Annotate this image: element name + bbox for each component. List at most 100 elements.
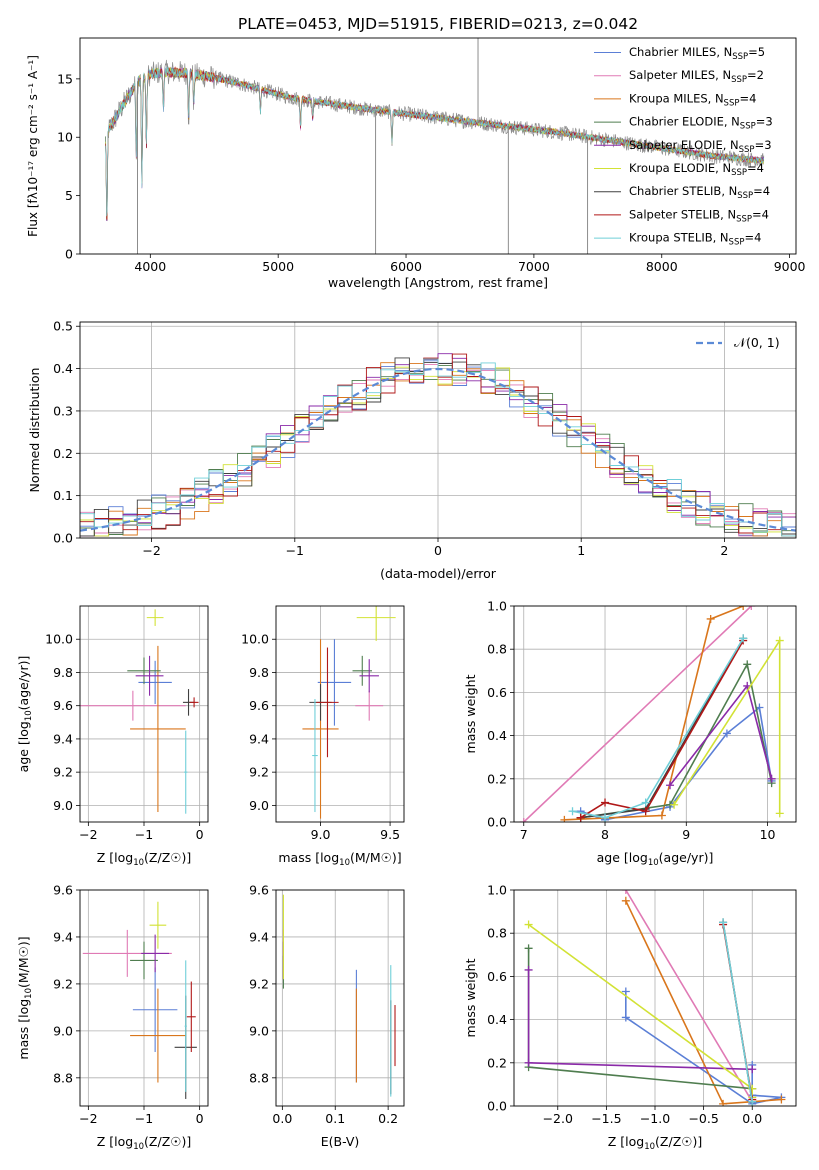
y-tick-label: 9.6 [53,883,73,898]
weight-marker-kroupa_stelib [568,807,577,816]
x-tick-label: −0.5 [688,1111,718,1126]
y-tick-label: 9.2 [249,765,269,780]
x-tick-label: 10 [760,827,776,842]
y-tick-label: 9.0 [249,798,269,813]
weight-marker-kroupa_miles [739,606,748,610]
y-tick-label: 9.2 [249,976,269,991]
legend-entry-salpeter_miles: Salpeter MILES, NSSP=2 [629,68,764,85]
weight-marker-kroupa_elodie [775,809,784,818]
y-tick-label: 0.0 [487,815,507,830]
y-tick-label: 9.4 [53,929,73,944]
x-axis-label-main: mass [log [278,850,339,865]
y-tick-label: 5 [65,188,73,203]
weight-marker-salpeter_miles [519,818,528,822]
legend-entry-chabrier_miles: Chabrier MILES, NSSP=5 [629,45,765,62]
weight-marker-salpeter_stelib [601,798,610,807]
x-tick-label: 2 [720,543,728,558]
legend-entry-kroupa_elodie-sub: SSP [731,168,747,178]
y-tick-label: 0.4 [487,1012,507,1027]
legend-entry-salpeter_miles-tail: =2 [747,68,764,82]
x-axis-label-sub: 10 [133,858,144,868]
plot-area [105,38,765,254]
weight-marker-kroupa_stelib [719,918,728,927]
weight-marker-salpeter_miles [621,890,630,894]
y-tick-label: 9.6 [53,698,73,713]
y-axis-label: age [log10(age/yr)] [16,656,34,773]
weight-marker-kroupa_miles [657,811,666,820]
y-axis-label: Normed distribution [27,368,42,493]
y-axis-label-main: age [log [16,721,31,772]
mass-vs-metallicity-panel: −2 −1 08.89.09.29.49.6Z [log10(Z/Z☉)]mass … [16,883,209,1152]
weight-line-kroupa_miles [625,900,782,1105]
weight-line-kroupa_elodie [528,923,754,1098]
legend-entry-salpeter_elodie-tail: =3 [755,138,772,152]
x-axis-label-main: Z [log [97,1134,133,1149]
residuals-panel: −2 −1 0 1 2 0.0 0.1 0.2 0.3 0.4 0.5 𝒩(0, 1) (data-mo… [27,319,797,581]
x-axis-label-main: Z [log [97,850,133,865]
y-tick-label: 1.0 [487,883,507,898]
weight-marker-kroupa_elodie [670,800,679,809]
x-tick-label: −1 [135,1111,153,1126]
legend-entry-kroupa_elodie: Kroupa ELODIE, NSSP=4 [629,161,764,178]
plot-area [302,606,396,819]
y-tick-label: 9.2 [53,976,73,991]
y-tick-label: 0.0 [53,531,73,546]
y-tick-label: 9.8 [53,665,73,680]
x-axis-label: (data-model)/error [380,566,497,581]
plot-area [282,894,396,1097]
weight-marker-kroupa_stelib [641,798,650,807]
x-axis-label-tail: (age/yr)] [659,850,714,865]
legend-entry-salpeter_miles-main: Salpeter MILES, N [629,68,731,82]
legend-entry-salpeter_stelib-tail: =4 [752,207,769,221]
weight-marker-salpeter_stelib [576,813,585,822]
y-tick-label: 0.5 [53,319,73,334]
x-axis-label: Z [log10(Z/Z☉)] [97,850,191,868]
axes-frame [79,889,209,1107]
axes-frame [275,889,405,1107]
x-tick-label: −2 [142,543,160,558]
weight-marker-salpeter_elodie [666,781,675,790]
x-tick-label: 9.5 [380,827,400,842]
y-tick-label: 0.1 [53,488,73,503]
axes-frame [513,605,797,823]
weight-line-kroupa_stelib [722,922,753,1102]
weight-line-kroupa_stelib [572,637,744,819]
weight-marker-kroupa_miles [706,614,715,623]
plot-area [82,901,197,1099]
x-tick-label: 0 [196,1111,204,1126]
weight-marker-chabrier_miles [621,1013,630,1022]
legend-entry-salpeter_elodie: Salpeter ELODIE, NSSP=3 [629,138,772,155]
y-tick-label: 9.0 [53,1023,73,1038]
x-tick-label: 7000 [518,259,550,274]
x-tick-label: 4000 [134,259,166,274]
axes-frame [513,889,797,1107]
y-axis-label-tail: (age/yr)] [16,656,31,711]
legend-entry-kroupa_stelib-tail: =4 [744,231,761,245]
y-tick-label: 0.4 [487,728,507,743]
legend-entry-chabrier_elodie: Chabrier ELODIE, NSSP=3 [629,115,773,132]
y-axis-label: mass weight [463,674,478,753]
y-tick-label: 8.8 [249,1070,269,1085]
age-vs-metallicity-panel: −2 −1 09.09.29.49.69.810.0Z [log10(Z/Z☉)]a… [16,605,209,868]
weight-marker-chabrier_elodie [524,944,533,953]
legend-entry-kroupa_elodie-main: Kroupa ELODIE, N [629,161,731,175]
spectrum-panel: 4000 5000 6000 7000 8000 9000 0 5 10 15 wavelength… [26,37,806,290]
histogram-kroupa_stelib [80,358,796,537]
legend-entry-kroupa_stelib-main: Kroupa STELIB, N [629,231,729,245]
axes-frame [79,37,797,255]
x-tick-label: −1.5 [591,1111,621,1126]
x-tick-label: −2.0 [543,1111,573,1126]
legend-entry-chabrier_stelib-tail: =4 [753,184,770,198]
y-tick-label: 10.0 [45,632,73,647]
weight-marker-salpeter_miles [747,606,756,610]
x-axis-label: E(B-V) [321,1134,360,1149]
weight-marker-kroupa_miles [560,815,569,822]
x-tick-label: 0 [196,827,204,842]
legend-entry-chabrier_miles-tail: =5 [748,45,765,59]
plot-area [524,890,786,1106]
y-tick-label: 9.4 [53,731,73,746]
axes-frame [275,605,405,823]
y-axis-label: mass weight [463,958,478,1037]
x-tick-label: 9000 [774,259,806,274]
y-tick-label: 0.3 [53,403,73,418]
